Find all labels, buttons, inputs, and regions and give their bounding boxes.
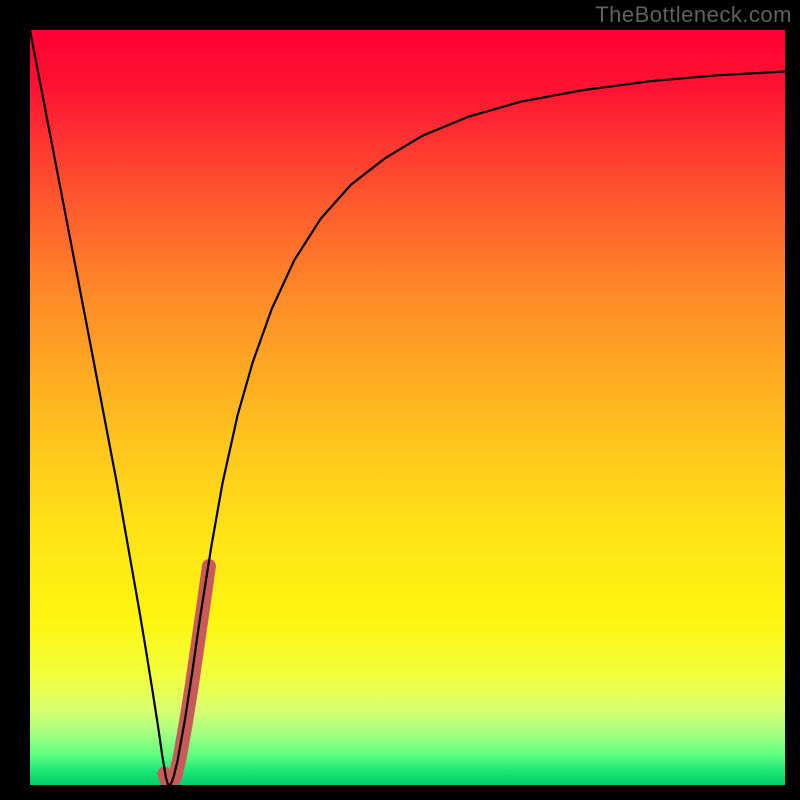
- watermark-text: TheBottleneck.com: [595, 2, 792, 28]
- plot-curves-svg: [30, 30, 785, 785]
- plot-area: [30, 30, 785, 785]
- main-curve-path: [30, 30, 785, 785]
